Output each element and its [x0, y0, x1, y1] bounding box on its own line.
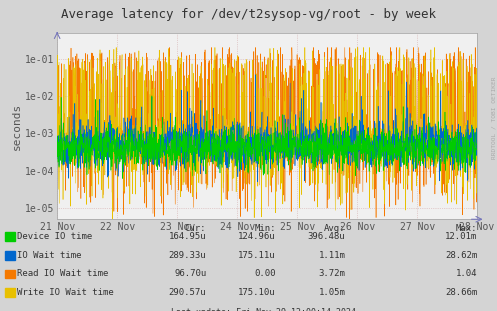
Text: Cur:: Cur: [185, 224, 206, 233]
Text: Device IO time: Device IO time [17, 232, 92, 241]
Text: Read IO Wait time: Read IO Wait time [17, 270, 109, 278]
Text: 1.11m: 1.11m [319, 251, 345, 260]
Text: 28.62m: 28.62m [445, 251, 477, 260]
Text: 0.00: 0.00 [254, 270, 276, 278]
Text: Avg:: Avg: [324, 224, 345, 233]
Text: Average latency for /dev/t2sysop-vg/root - by week: Average latency for /dev/t2sysop-vg/root… [61, 8, 436, 21]
Text: 28.66m: 28.66m [445, 288, 477, 297]
Text: 1.05m: 1.05m [319, 288, 345, 297]
Text: 96.70u: 96.70u [174, 270, 206, 278]
Text: IO Wait time: IO Wait time [17, 251, 82, 260]
Text: Last update: Fri Nov 29 12:00:14 2024: Last update: Fri Nov 29 12:00:14 2024 [171, 308, 356, 311]
Text: 175.10u: 175.10u [238, 288, 276, 297]
Text: 175.11u: 175.11u [238, 251, 276, 260]
Text: Write IO Wait time: Write IO Wait time [17, 288, 114, 297]
Text: 12.01m: 12.01m [445, 232, 477, 241]
Text: 290.57u: 290.57u [168, 288, 206, 297]
Text: Min:: Min: [254, 224, 276, 233]
Text: Max:: Max: [456, 224, 477, 233]
Text: 289.33u: 289.33u [168, 251, 206, 260]
Text: 164.95u: 164.95u [168, 232, 206, 241]
Text: RRDTOOL / TOBI OETIKER: RRDTOOL / TOBI OETIKER [491, 77, 496, 160]
Text: 396.48u: 396.48u [308, 232, 345, 241]
Text: 3.72m: 3.72m [319, 270, 345, 278]
Text: 1.04: 1.04 [456, 270, 477, 278]
Text: 124.96u: 124.96u [238, 232, 276, 241]
Y-axis label: seconds: seconds [12, 102, 22, 150]
